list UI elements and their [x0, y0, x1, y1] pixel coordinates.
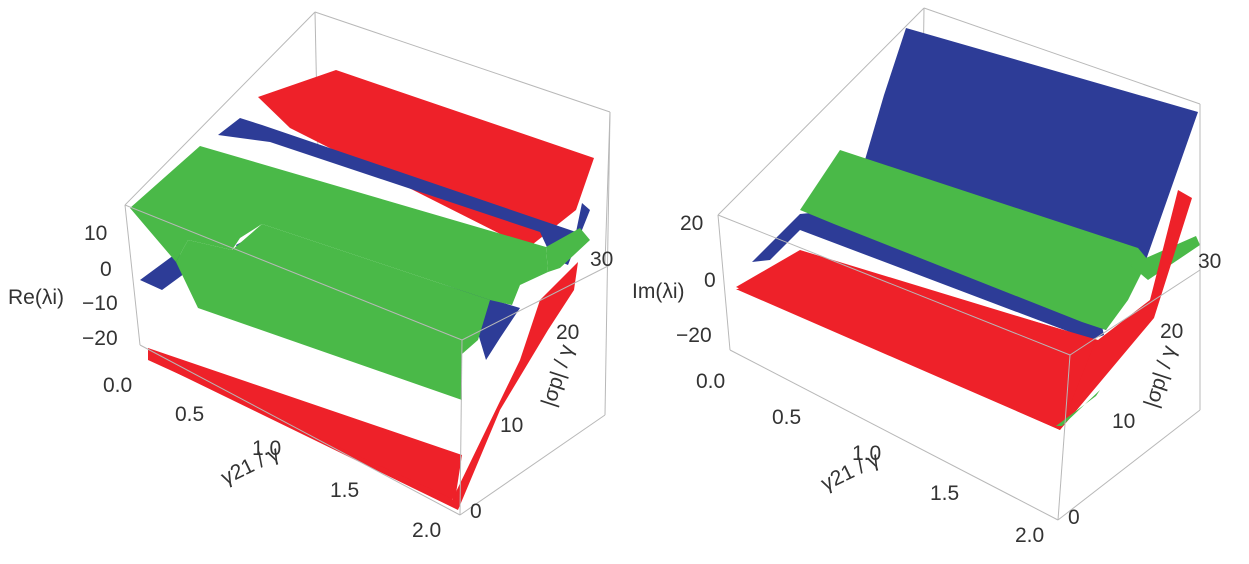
surface-green-front [176, 224, 490, 400]
x-tick: 2.0 [1015, 524, 1044, 547]
x-tick: 1.0 [252, 437, 281, 460]
z-tick: −10 [82, 292, 118, 315]
y-tick: 20 [1160, 320, 1183, 343]
y-tick: 10 [500, 414, 523, 437]
x-tick: 1.5 [930, 482, 959, 505]
y-tick: 30 [1198, 250, 1221, 273]
y-tick: 20 [556, 321, 579, 344]
panel-im: 20 0 −20 Im(λi) 0.0 0.5 1.0 1.5 2.0 γ21 … [632, 7, 1221, 547]
surface-red-main [736, 250, 1096, 430]
z-tick: −20 [82, 327, 118, 350]
x-axis-label: γ21 / γ [217, 442, 283, 490]
z-tick: 20 [680, 212, 703, 235]
y-tick: 0 [470, 500, 482, 523]
y-tick: 30 [590, 248, 613, 271]
z-tick: 0 [704, 269, 716, 292]
surface-green-top [130, 146, 548, 305]
surface-red-high [258, 70, 594, 248]
surface-red-low-base [148, 348, 462, 500]
panel-re: 10 0 −10 −20 Re(λi) 0.0 0.5 1.0 1.5 2.0 … [8, 11, 613, 542]
y-axis-label: |σp| / γ [1140, 342, 1182, 410]
x-tick: 0.0 [696, 370, 725, 393]
surface-blue-lower [752, 210, 1104, 340]
surface-blue-back [218, 118, 590, 265]
x-axis-label: γ21 / γ [817, 448, 883, 496]
z-tick: 0 [100, 258, 112, 281]
x-tick: 2.0 [412, 519, 441, 542]
x-tick: 0.5 [175, 403, 204, 426]
x-tick: 0.5 [772, 406, 801, 429]
z-tick: −20 [676, 324, 712, 347]
x-tick: 1.0 [852, 442, 881, 465]
z-axis-label: Re(λi) [8, 286, 64, 309]
surface-green-band [800, 150, 1148, 330]
x-tick: 0.0 [103, 374, 132, 397]
z-axis-label: Im(λi) [632, 280, 684, 303]
y-tick: 10 [1112, 410, 1135, 433]
x-tick: 1.5 [330, 479, 359, 502]
surface-green-right [546, 228, 590, 272]
box-front-right [717, 104, 1201, 521]
y-tick: 0 [1068, 506, 1080, 529]
z-tick: 10 [84, 222, 107, 245]
y-axis-label: |σp| / γ [537, 341, 579, 409]
box-front-left [124, 111, 611, 516]
